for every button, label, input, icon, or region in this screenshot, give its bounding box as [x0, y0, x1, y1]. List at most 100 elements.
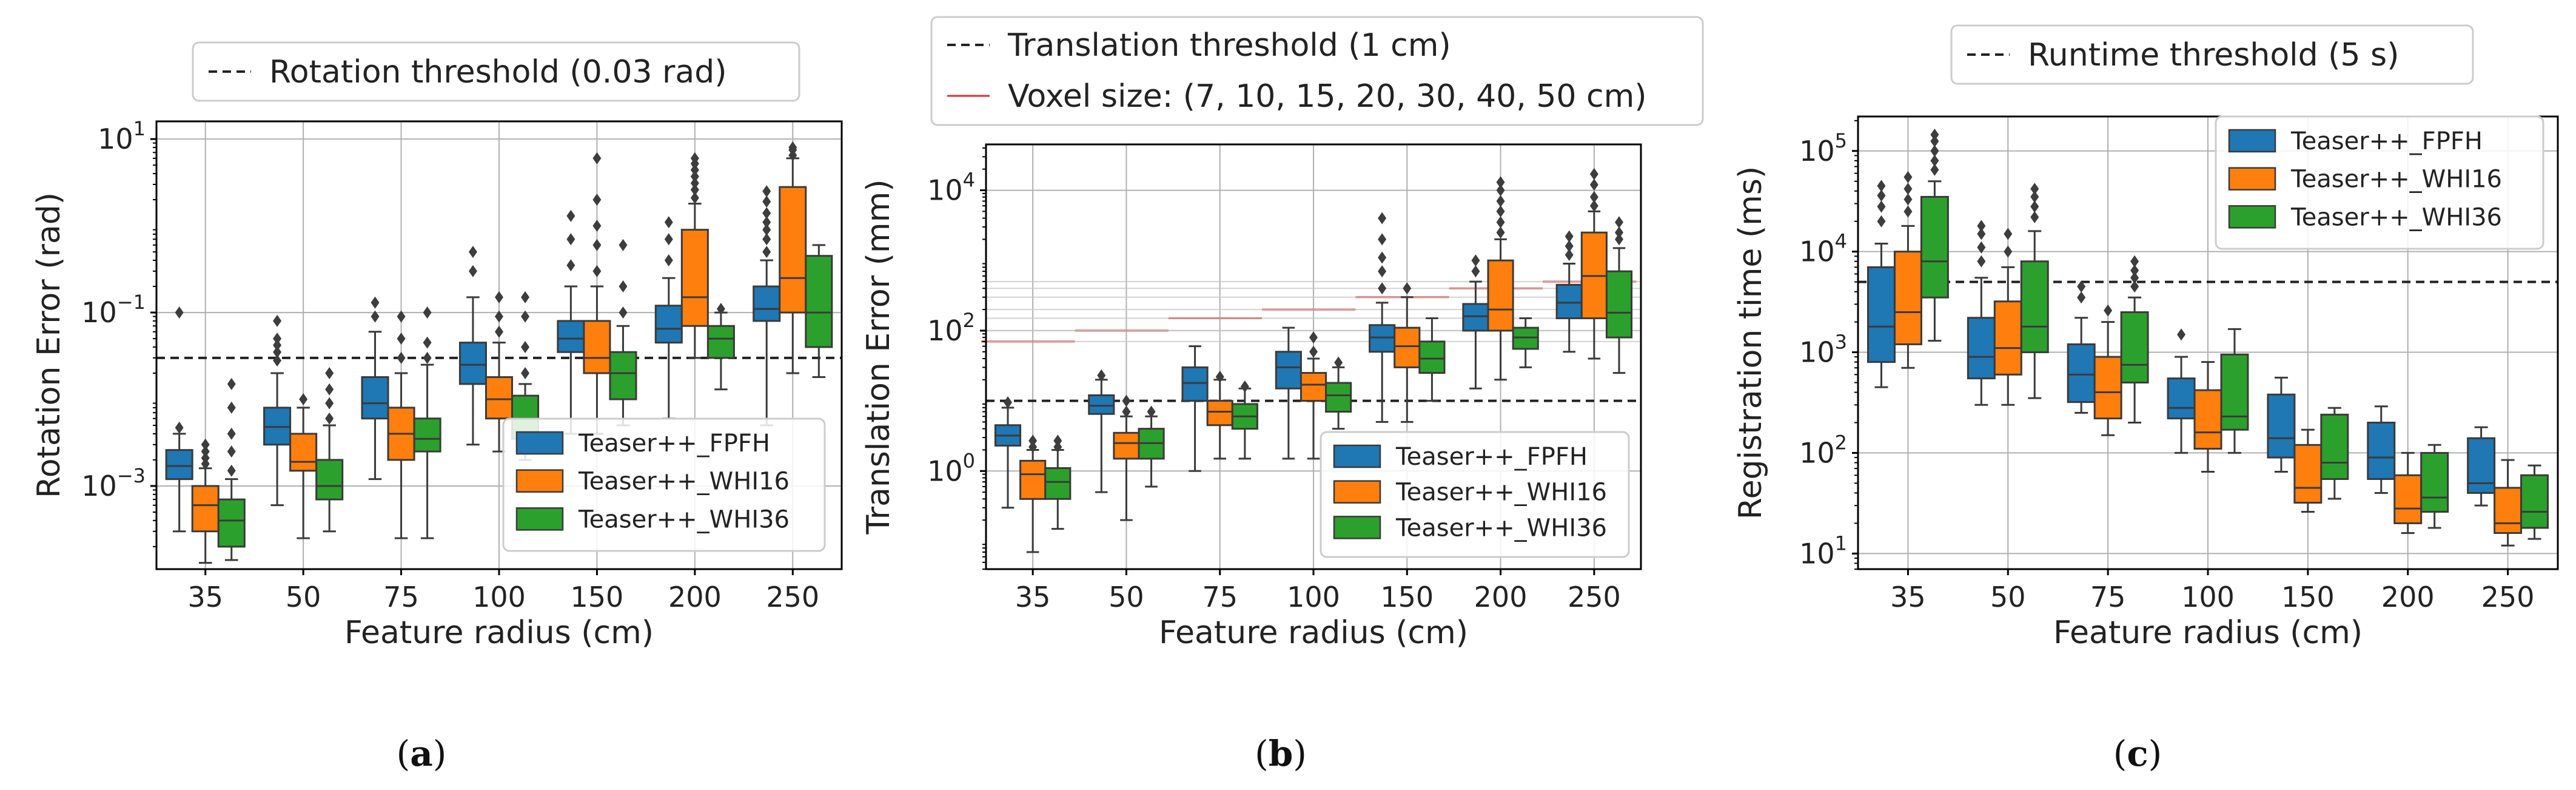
y-tick-label: 100 [927, 449, 975, 487]
box-iqr [583, 320, 611, 374]
box-iqr [1893, 251, 1922, 345]
outlier-point [423, 336, 432, 349]
top-legend-frame [930, 16, 1704, 126]
box-iqr [1044, 467, 1072, 500]
box-75 [361, 296, 389, 481]
y-axis: 105 104 103 102 101 [1799, 120, 1858, 570]
legend-label-FPFH: Teaser++_FPFH [578, 430, 770, 457]
outlier-point [592, 194, 602, 206]
box-35 [191, 438, 220, 564]
box-iqr [2393, 474, 2423, 524]
box-iqr [1300, 372, 1327, 402]
x-tick-label: 250 [766, 581, 819, 613]
outlier-point [423, 306, 432, 319]
outlier-point [2004, 245, 2013, 258]
box-50 [2020, 183, 2049, 399]
box-iqr [1369, 324, 1396, 353]
legend-swatch-WHI36 [2228, 205, 2276, 229]
x-tick-label: 50 [286, 581, 321, 613]
legend-label-WHI36: Teaser++_WHI36 [2290, 203, 2502, 231]
outlier-point [1877, 200, 1886, 213]
outlier-point [2077, 291, 2086, 304]
outlier-point [1496, 195, 1505, 208]
outlier-point [1097, 369, 1106, 382]
outlier-point [273, 333, 282, 345]
box-50 [1088, 369, 1115, 493]
outlier-point [1309, 331, 1318, 344]
outlier-point [690, 177, 699, 189]
series-WHI36 [217, 238, 833, 561]
box-75 [2067, 280, 2096, 414]
box-iqr [1275, 351, 1302, 390]
x-tick-label: 150 [1380, 581, 1434, 613]
x-tick-label: 50 [1990, 581, 2026, 613]
outlier-point [2004, 228, 2013, 240]
box-200 [1487, 176, 1514, 381]
box-iqr [2320, 413, 2349, 480]
outlier-point [1903, 183, 1913, 195]
box-iqr [2520, 474, 2549, 529]
box-iqr [361, 376, 389, 420]
y-tick-label: 105 [1799, 129, 1847, 167]
box-50 [1993, 228, 2022, 406]
outlier-point [1930, 163, 1939, 176]
outlier-point [1215, 370, 1224, 383]
panel-caption: (b) [1255, 733, 1307, 774]
outlier-point [1496, 226, 1505, 239]
outlier-point [690, 152, 699, 164]
x-axis-label: Feature radius (cm) [344, 615, 654, 651]
legend-label-WHI16: Teaser++_WHI16 [1395, 479, 1607, 507]
legend-swatch-WHI16 [1333, 480, 1381, 504]
outlier-point [788, 141, 797, 154]
outlier-point [619, 238, 628, 251]
outlier-point [762, 185, 771, 198]
legend-label-WHI16: Teaser++_WHI16 [578, 468, 790, 496]
top-legend: Runtime threshold (5 s) [1950, 24, 2474, 85]
outlier-point [227, 377, 236, 390]
outlier-point [1147, 405, 1156, 418]
box-35 [165, 306, 193, 533]
box-iqr [753, 285, 781, 322]
outlier-point [397, 333, 406, 345]
y-axis: 101 10−1 10−3 [81, 117, 156, 547]
outlier-point [371, 310, 380, 323]
x-axis: 35 50 75 100 150 200 250 [1015, 569, 1621, 613]
outlier-point [2030, 183, 2039, 195]
outlier-point [1977, 220, 1986, 232]
x-tick-label: 50 [1109, 581, 1144, 613]
box-iqr [2120, 311, 2149, 383]
outlier-point [325, 383, 334, 396]
outlier-point [2104, 304, 2113, 317]
outlier-point [468, 265, 477, 277]
box-iqr [2367, 421, 2396, 480]
box-iqr [2067, 343, 2096, 403]
outlier-point [1930, 154, 1939, 167]
top-legend-frame [192, 41, 800, 102]
outlier-point [1122, 405, 1131, 418]
box-50 [1967, 220, 1996, 406]
outlier-point [690, 183, 699, 196]
outlier-point [521, 291, 530, 303]
outlier-point [1903, 205, 1913, 218]
series-FPFH [165, 185, 781, 533]
box-35 [217, 377, 246, 561]
box-250 [1555, 230, 1583, 353]
outlier-point [1615, 233, 1623, 246]
outlier-point [397, 310, 406, 323]
outlier-point [716, 303, 725, 316]
x-axis: 35 50 75 100 150 200 250 [187, 569, 819, 613]
box-75 [1206, 370, 1233, 460]
outlier-point [227, 427, 236, 440]
box-iqr [315, 459, 344, 501]
outlier-point [1378, 251, 1387, 264]
outlier-point [201, 451, 210, 464]
outlier-point [1903, 170, 1913, 183]
outlier-point [762, 246, 771, 258]
x-axis: 35 50 75 100 150 200 250 [1890, 569, 2534, 613]
outlier-point [1122, 394, 1131, 407]
y-tick-label: 104 [1799, 230, 1847, 268]
outlier-point [592, 238, 602, 251]
top-legend: Translation threshold (1 cm) Voxel size: … [930, 16, 1704, 126]
box-iqr [1967, 317, 1996, 380]
box-200 [1462, 254, 1489, 390]
